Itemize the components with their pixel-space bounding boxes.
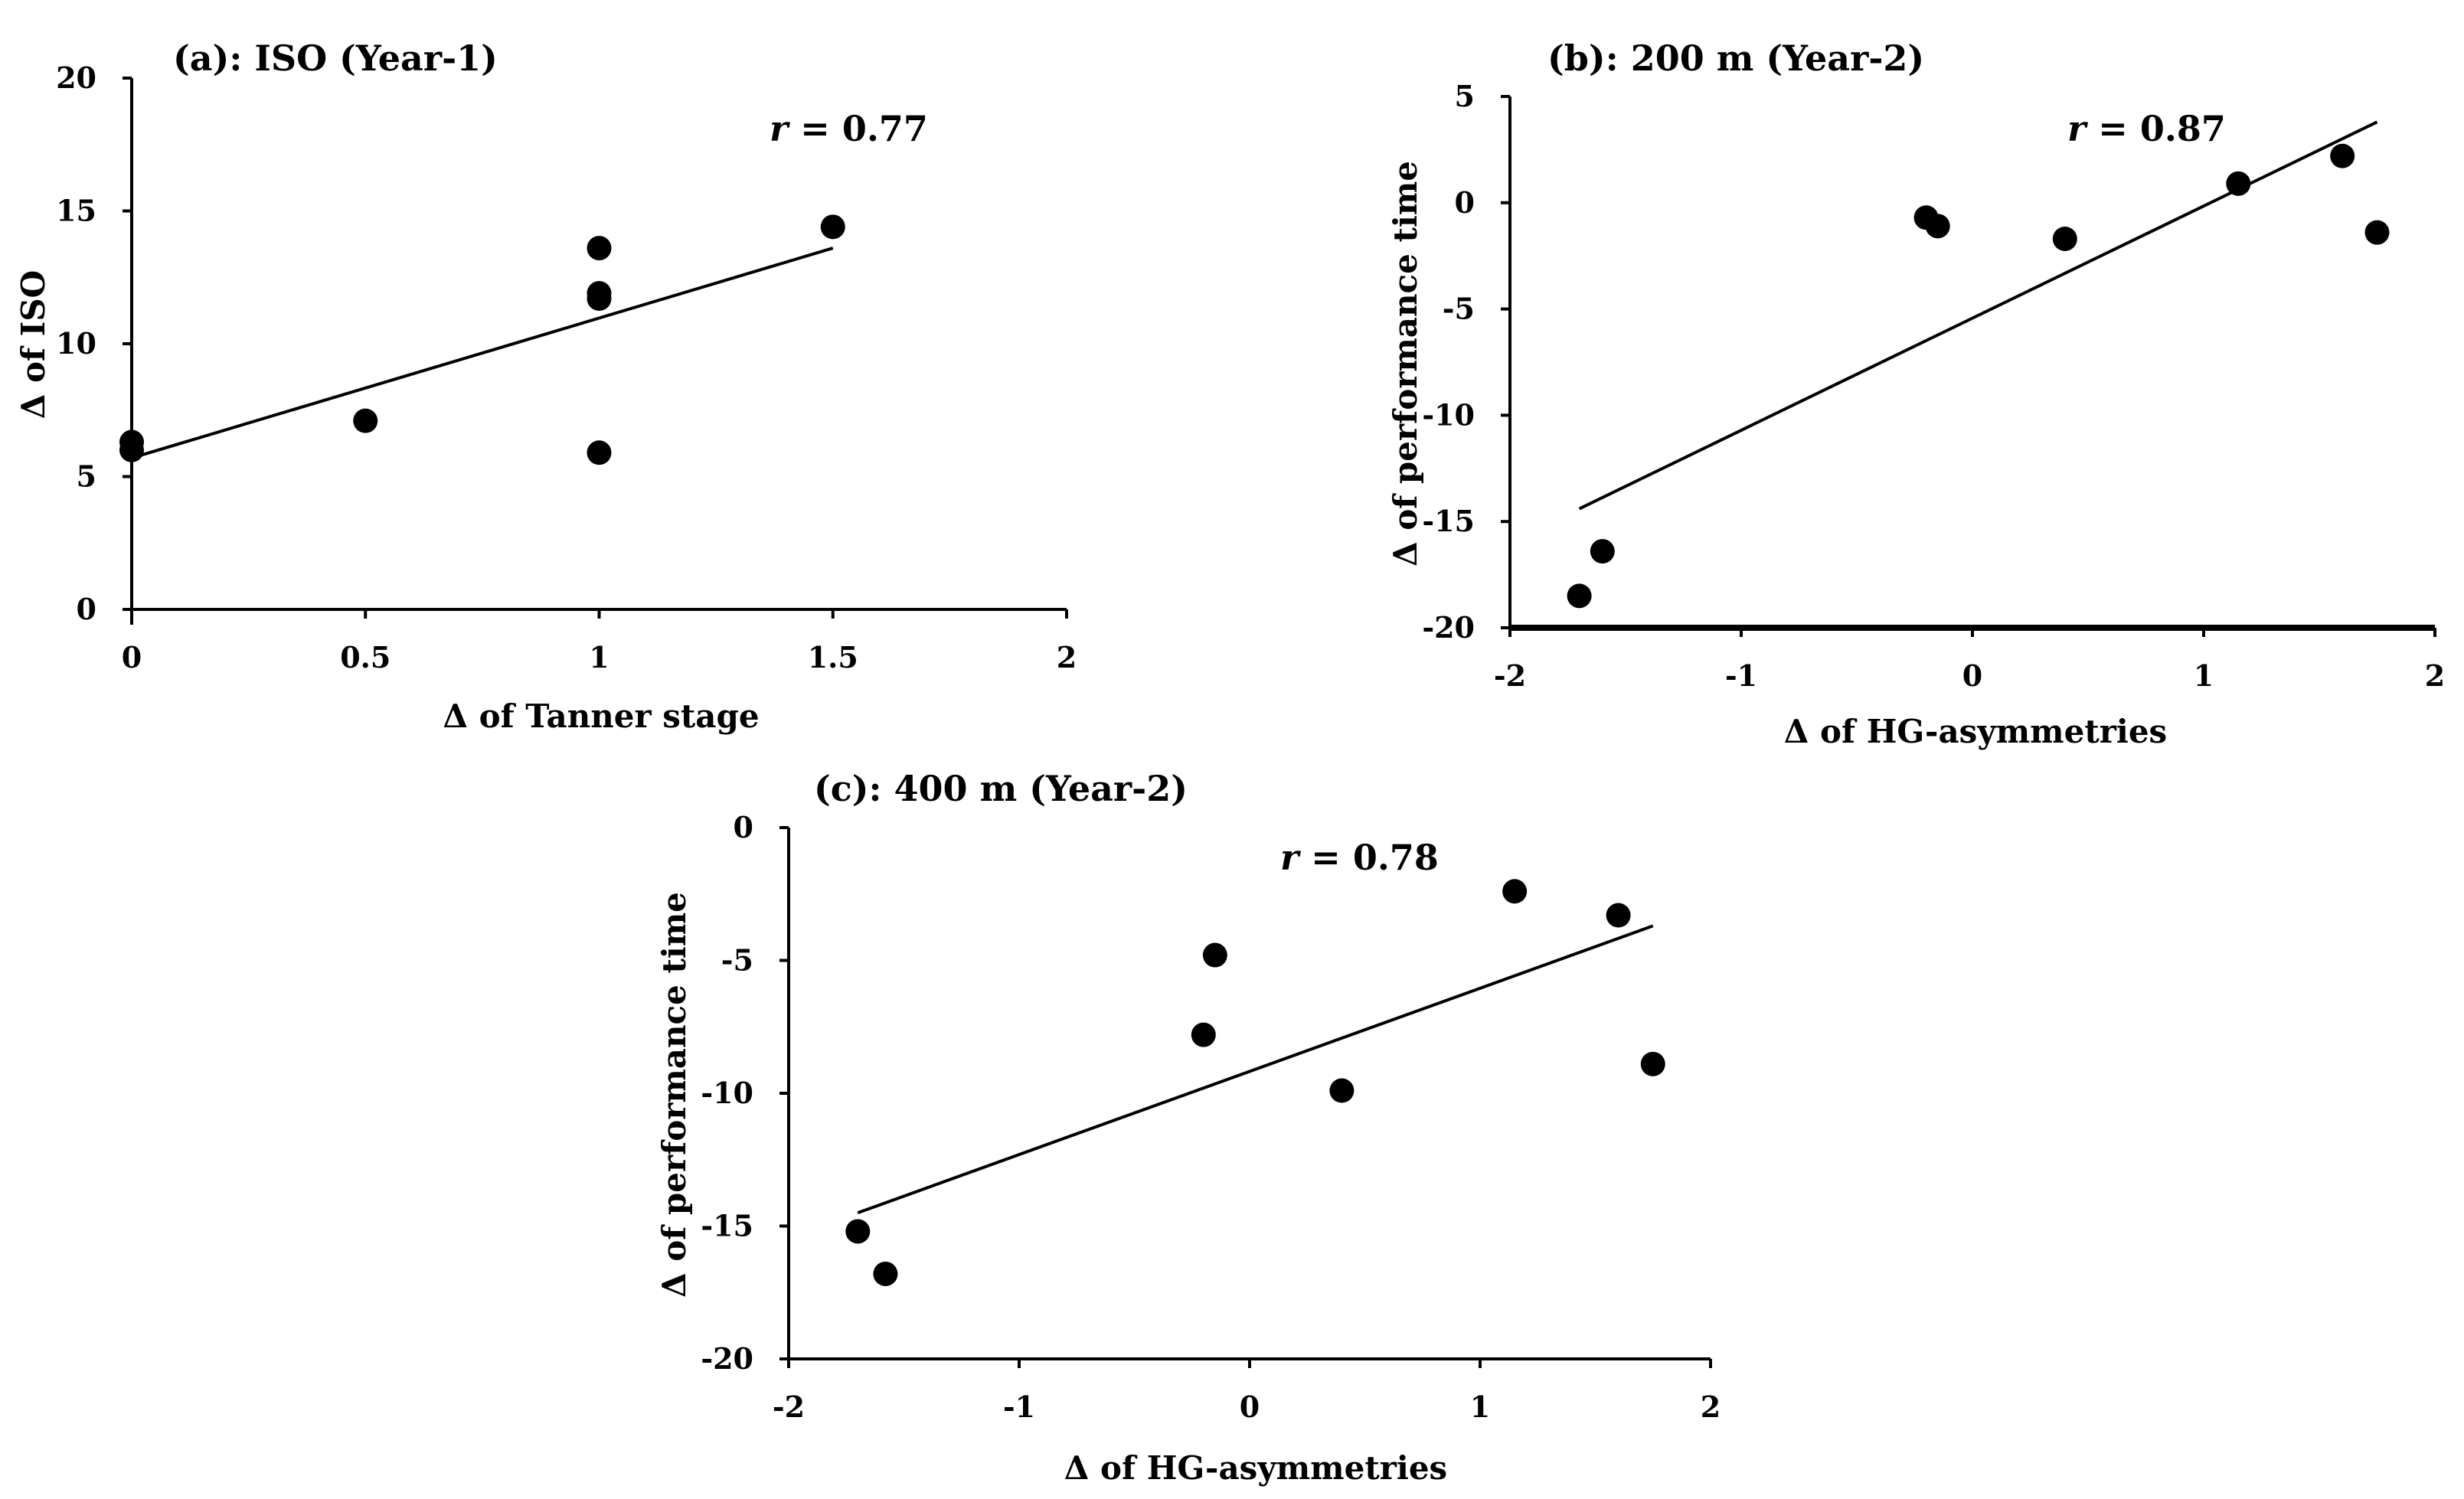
- panel-c-data-point: [1606, 903, 1631, 928]
- panel-b-x-tick-label: -2: [1494, 658, 1526, 693]
- panel-a-data-point: [587, 236, 612, 261]
- panel-c-y-tick-label: -20: [701, 1341, 753, 1376]
- panel-b-x-tick-label: 0: [1962, 658, 1982, 693]
- panel-c-x-tick-label: -1: [1003, 1390, 1035, 1424]
- panel-c-data-point: [1640, 1051, 1665, 1076]
- panel-c-y-tick-label: 0: [734, 810, 753, 844]
- panel-a-iso-year-1: (a): ISO (Year-1) r = 0.77 Δ of Tanner s…: [15, 38, 1077, 735]
- panel-b-y-axis-label: Δ of performance time: [1387, 161, 1424, 567]
- panel-a-x-tick-label: 1: [589, 640, 609, 674]
- panel-a-data-point: [820, 214, 845, 240]
- panel-b-r-symbol: r: [2067, 108, 2089, 149]
- panel-c-x-tick-label: -2: [773, 1390, 805, 1424]
- panel-c-correlation: r = 0.78: [1280, 837, 1439, 878]
- panel-c-x-axis-label: Δ of HG-asymmetries: [1064, 1449, 1447, 1487]
- panel-b-y-tick-label: 5: [1455, 79, 1475, 113]
- panel-c-data-point: [1329, 1078, 1355, 1103]
- panel-c-data-point: [873, 1261, 898, 1286]
- panel-a-y-tick-label: 10: [56, 326, 96, 361]
- panel-b-data-point: [2330, 143, 2355, 168]
- panel-c-x-tick-label: 2: [1701, 1390, 1721, 1424]
- panel-a-trendline: [131, 247, 834, 460]
- panel-a-x-tick-label: 0.5: [340, 640, 391, 674]
- panel-b-data-point: [1567, 583, 1592, 609]
- panel-b-data-point: [1590, 539, 1615, 564]
- panel-c-data-point: [1202, 942, 1227, 968]
- panel-a-data-point: [587, 286, 612, 312]
- panel-c-title: (c): 400 m (Year-2): [814, 768, 1188, 809]
- panel-a-x-tick-label: 0: [122, 640, 142, 674]
- panel-c-y-tick-label: -10: [701, 1076, 753, 1110]
- panel-a-y-axis-label: Δ of ISO: [15, 270, 52, 419]
- panel-a-r-symbol: r: [770, 108, 791, 149]
- panel-a-data-point: [119, 437, 144, 462]
- panel-c-y-axis-label: Δ of performance time: [655, 892, 693, 1298]
- panel-c-r-symbol: r: [1280, 837, 1302, 878]
- panel-c-y-tick-label: -15: [701, 1209, 753, 1243]
- panel-b-data-point: [2052, 226, 2077, 251]
- panel-b-correlation: r = 0.87: [2067, 108, 2226, 149]
- panel-a-x-tick-label: 2: [1057, 640, 1077, 674]
- panel-b-trendline: [1578, 120, 2378, 511]
- panel-a-correlation: r = 0.77: [770, 108, 928, 149]
- panel-b-y-tick-label: -5: [1443, 292, 1475, 326]
- panel-a-data-point: [587, 440, 612, 465]
- panel-c-data-point: [845, 1219, 871, 1244]
- panel-a-y-tick-label: 20: [56, 60, 96, 95]
- panel-c-400m-year-2: (c): 400 m (Year-2) r = 0.78 Δ of HG-asy…: [655, 768, 1721, 1487]
- panel-a-y-tick-label: 5: [77, 459, 96, 494]
- panel-b-data-point: [1925, 214, 1950, 239]
- panel-a-data-point: [353, 408, 378, 433]
- panel-c-y-tick-label: -5: [721, 943, 753, 978]
- panel-b-y-tick-label: -15: [1422, 504, 1475, 538]
- panel-b-data-point: [2364, 220, 2390, 245]
- panel-b-y-tick-label: -20: [1422, 610, 1475, 645]
- panel-c-data-point: [1502, 879, 1528, 904]
- panel-b-200m-year-2: (b): 200 m (Year-2) r = 0.87 Δ of HG-asy…: [1387, 38, 2445, 750]
- panel-b-data-point: [2226, 171, 2251, 196]
- panel-c-r-value: = 0.78: [1299, 837, 1439, 878]
- panel-b-r-value: = 0.87: [2086, 108, 2226, 149]
- panel-c-x-tick-label: 0: [1240, 1390, 1260, 1424]
- panel-b-y-tick-label: -10: [1422, 397, 1475, 432]
- panel-b-title: (b): 200 m (Year-2): [1547, 38, 1924, 79]
- panel-a-r-value: = 0.77: [788, 108, 928, 149]
- panel-a-title: (a): ISO (Year-1): [173, 38, 498, 79]
- panel-a-x-axis-label: Δ of Tanner stage: [443, 697, 759, 735]
- panel-a-y-tick-label: 15: [56, 194, 96, 228]
- panel-a-x-tick-label: 1.5: [808, 640, 858, 674]
- panel-b-x-tick-label: -1: [1725, 658, 1757, 693]
- panel-b-x-tick-label: 2: [2425, 658, 2445, 693]
- panel-b-x-axis-label: Δ of HG-asymmetries: [1784, 713, 2167, 750]
- panel-b-y-tick-label: 0: [1455, 185, 1475, 220]
- panel-c-x-tick-label: 1: [1470, 1390, 1490, 1424]
- panel-c-data-point: [1191, 1022, 1216, 1047]
- panel-c-trendline: [857, 924, 1654, 1215]
- panel-a-y-tick-label: 0: [77, 592, 96, 626]
- panel-b-x-tick-label: 1: [2194, 658, 2214, 693]
